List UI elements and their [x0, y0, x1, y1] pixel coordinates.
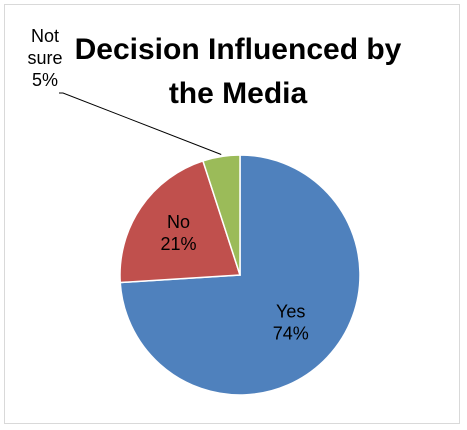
data-label-no: No 21% [160, 212, 196, 254]
leader-line-not-sure [59, 92, 222, 155]
chart-title-line-2: the Media [168, 77, 308, 110]
chart-title: Decision Influenced by the Media [68, 28, 408, 116]
pie-slice-not-sure [201, 154, 241, 276]
chart-title-line-1: Decision Influenced by [74, 33, 402, 66]
pie-slice-no [119, 159, 242, 284]
data-label-yes: Yes 74% [273, 302, 309, 344]
data-label-not-sure: Not sure 5% [27, 26, 62, 90]
